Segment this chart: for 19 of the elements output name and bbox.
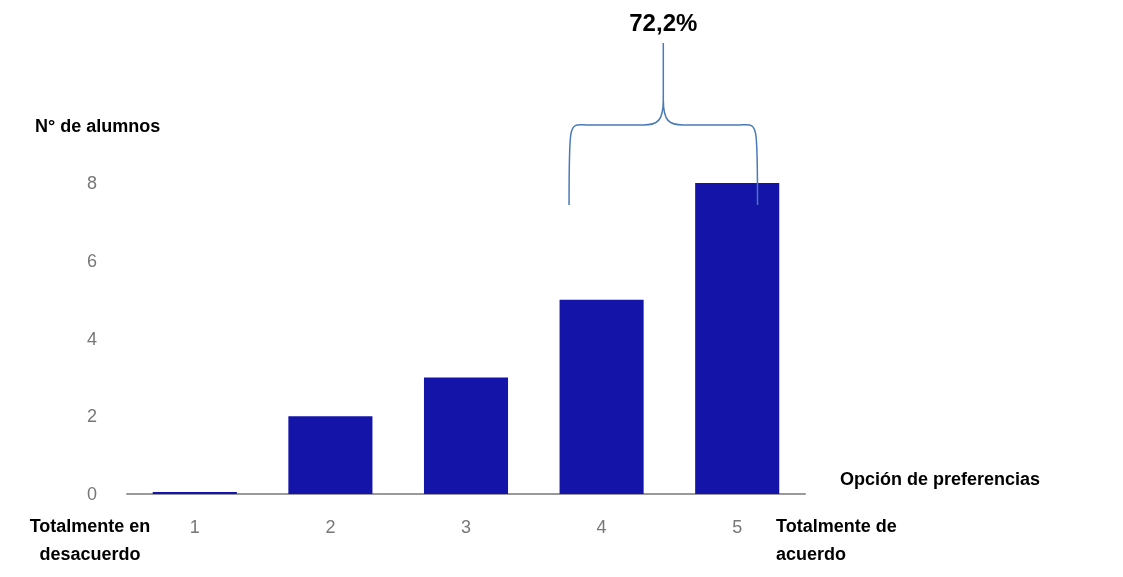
x-tick-label: 3 bbox=[460, 517, 472, 537]
bar bbox=[559, 299, 644, 494]
y-tick-label: 2 bbox=[86, 406, 97, 427]
x-tick-label: 2 bbox=[325, 517, 336, 537]
y-tick-label: 8 bbox=[86, 173, 97, 193]
bar bbox=[288, 416, 373, 494]
y-tick-label: 4 bbox=[86, 328, 97, 349]
bar bbox=[423, 377, 509, 494]
y-tick-label: 0 bbox=[86, 484, 97, 504]
x-tick-label: 1 bbox=[189, 517, 200, 537]
bar bbox=[695, 183, 780, 494]
x-axis-title: Opción de preferencias bbox=[840, 469, 1041, 489]
x-tick-label: 5 bbox=[732, 517, 743, 537]
text: 72,2% bbox=[629, 8, 698, 36]
text: Totalmente en desacuerdo bbox=[29, 516, 151, 564]
y-axis-title: N° de alumnos bbox=[35, 116, 161, 136]
text: Totalmente de acuerdo bbox=[776, 516, 897, 564]
x-tick-label: 4 bbox=[596, 517, 607, 537]
y-tick-label: 6 bbox=[86, 250, 97, 271]
